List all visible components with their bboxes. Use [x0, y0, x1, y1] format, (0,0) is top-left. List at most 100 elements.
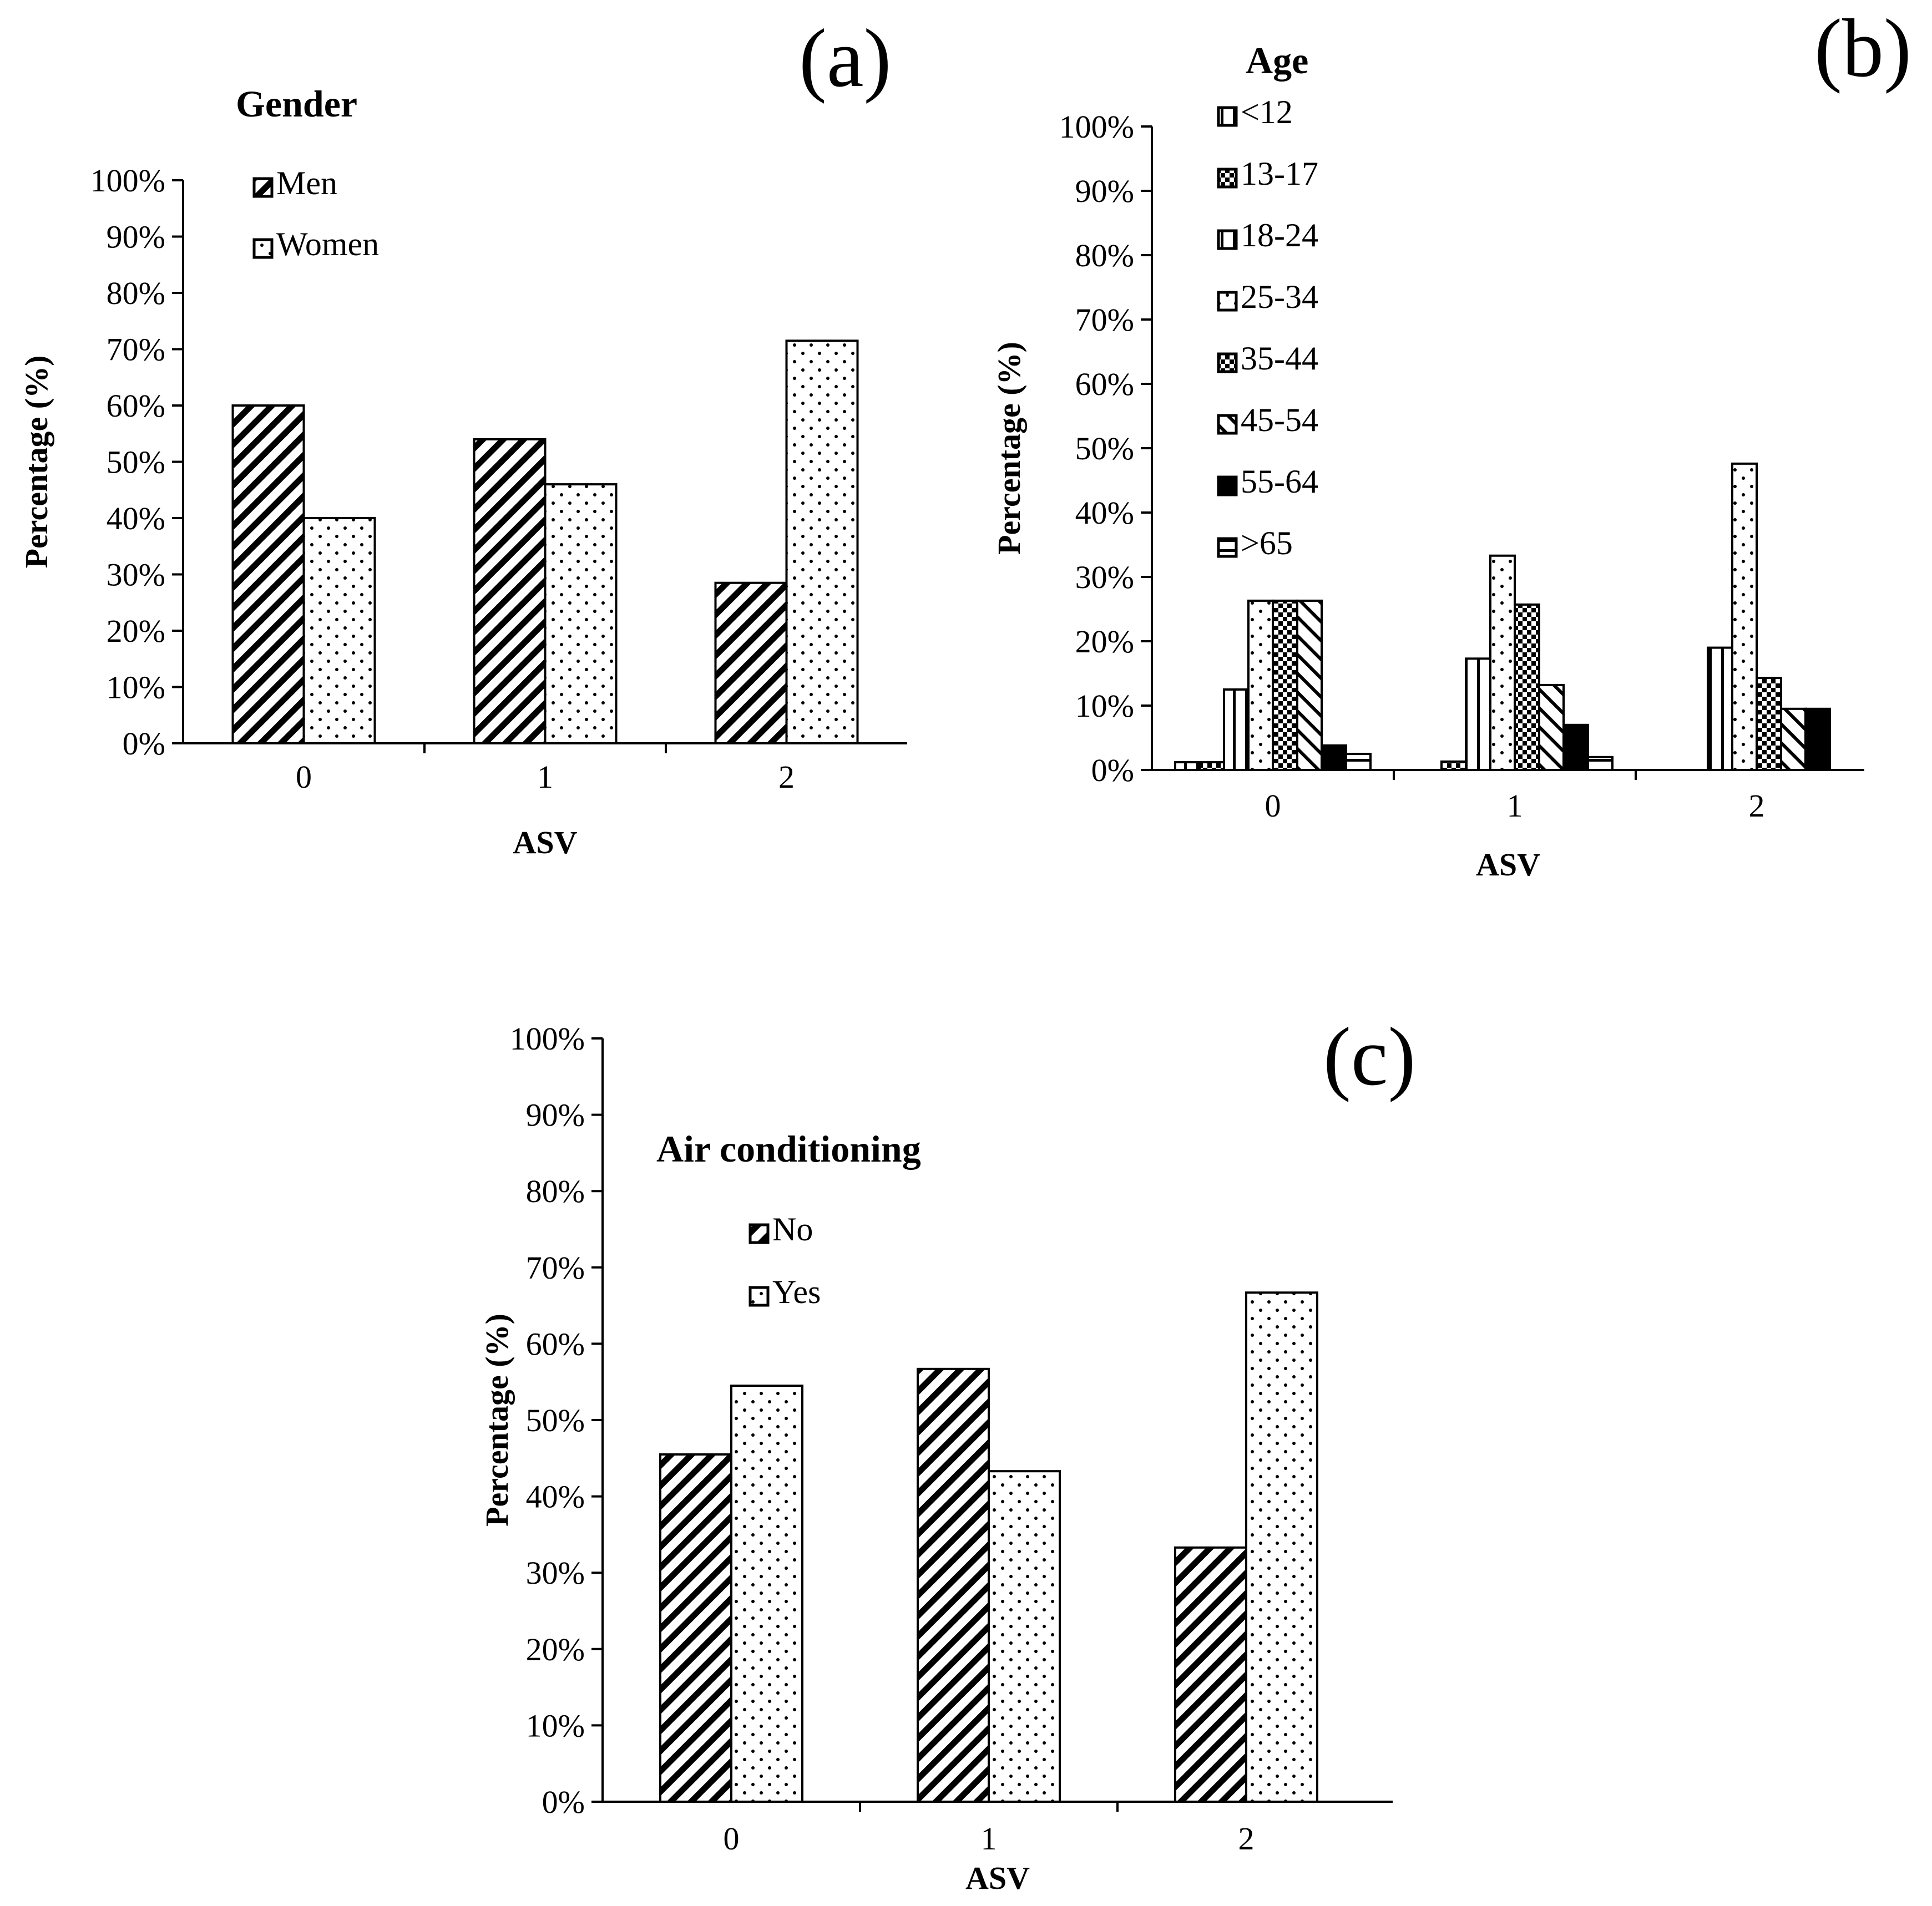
y-tick-label: 80% — [1075, 237, 1134, 273]
x-tick-label: 0 — [296, 759, 312, 795]
legend-label-women: Women — [276, 226, 379, 262]
bar-b-12-asv-0 — [1174, 761, 1201, 771]
x-axis-title: ASV — [1476, 846, 1540, 883]
y-tick-label: 0% — [542, 1784, 585, 1820]
bar-b-45-54-asv-0 — [1296, 599, 1323, 772]
bar-b-25-34-asv-0 — [1247, 599, 1274, 772]
bar-b-55-64-asv-2 — [1804, 707, 1831, 772]
x-axis-title: ASV — [965, 1860, 1030, 1896]
y-tick-label: 0% — [1091, 752, 1134, 788]
y-tick-label: 100% — [1059, 109, 1134, 145]
panel-label: (c) — [1323, 1011, 1415, 1103]
y-tick-label: 70% — [526, 1250, 585, 1286]
y-tick-label: 40% — [1075, 495, 1134, 531]
y-axis-title: Percentage (%) — [991, 342, 1027, 555]
legend-swatch-yes — [748, 1286, 770, 1307]
bar-b-55-64-asv-1 — [1562, 723, 1589, 772]
y-tick-label: 30% — [526, 1555, 585, 1591]
y-tick-label: 20% — [1075, 623, 1134, 660]
legend-swatch-women — [252, 238, 274, 259]
bar-a-women-asv-2 — [785, 339, 859, 744]
y-tick-label: 40% — [107, 500, 165, 536]
legend-swatch-35-44 — [1217, 352, 1238, 373]
y-tick-label: 70% — [107, 332, 165, 368]
panel-c: 0% 10% 20% 30% 40% 50% 60% 70% 80% 90% 100% 0 1 2 ASV P… — [479, 1011, 1415, 1896]
legend-swatch-65 — [1217, 537, 1238, 558]
x-tick-label: 1 — [981, 1821, 997, 1857]
bar-b-25-34-asv-2 — [1731, 462, 1758, 771]
y-tick-label: 10% — [526, 1707, 585, 1743]
legend-label-25-34: 25-34 — [1241, 278, 1318, 315]
y-tick-label: 30% — [107, 557, 165, 593]
bar-b-13-17-asv-0 — [1198, 761, 1225, 771]
bar-c-no-asv-2 — [1174, 1546, 1247, 1803]
y-tick-label: 100% — [510, 1021, 585, 1057]
bar-b-18-24-asv-2 — [1707, 646, 1733, 771]
bar-a-men-asv-2 — [714, 581, 788, 744]
legend-swatch-men — [252, 177, 274, 198]
y-tick-label: 90% — [1075, 173, 1134, 209]
bar-b-25-34-asv-1 — [1489, 554, 1516, 771]
bar-c-yes-asv-1 — [988, 1470, 1061, 1803]
legend-swatch-55-64 — [1217, 475, 1238, 496]
y-tick-label: 50% — [526, 1402, 585, 1438]
y-tick-label: 80% — [107, 275, 165, 311]
bar-c-no-asv-0 — [659, 1453, 732, 1803]
x-tick-label: 2 — [1749, 788, 1765, 824]
y-tick-label: 100% — [90, 163, 165, 199]
y-tick-label: 90% — [526, 1097, 585, 1133]
x-tick-label: 1 — [1507, 788, 1523, 824]
panel-label: (a) — [799, 12, 891, 104]
legend-swatch-18-24 — [1217, 229, 1238, 250]
legend-label-no: No — [772, 1211, 813, 1248]
bar-b-55-64-asv-0 — [1321, 744, 1347, 772]
chart-title: Age — [1246, 39, 1308, 82]
y-tick-label: 60% — [1075, 366, 1134, 402]
y-tick-label: 20% — [526, 1631, 585, 1667]
chart-title: Air conditioning — [656, 1128, 921, 1170]
legend-swatch-12 — [1217, 106, 1238, 127]
chart-title: Gender — [236, 83, 357, 125]
y-tick-label: 0% — [123, 726, 165, 762]
y-tick-label: 60% — [107, 388, 165, 424]
legend-label-45-54: 45-54 — [1241, 402, 1318, 438]
x-tick-label: 2 — [1238, 1821, 1255, 1857]
x-tick-label: 0 — [724, 1821, 740, 1857]
y-tick-label: 50% — [107, 444, 165, 480]
y-tick-label: 10% — [1075, 688, 1134, 724]
legend-label-65: >65 — [1241, 525, 1293, 561]
bar-c-yes-asv-0 — [730, 1385, 803, 1803]
bar-a-men-asv-1 — [473, 438, 547, 744]
bar-b-35-44-asv-0 — [1272, 599, 1298, 772]
bar-b-13-17-asv-1 — [1440, 760, 1467, 772]
y-tick-label: 90% — [107, 219, 165, 255]
x-tick-label: 1 — [537, 759, 553, 795]
bar-b-45-54-asv-1 — [1538, 683, 1565, 771]
x-tick-label: 0 — [1265, 788, 1281, 824]
bar-b-18-24-asv-1 — [1465, 657, 1491, 771]
panel-label: (b) — [1814, 2, 1911, 94]
legend-label-55-64: 55-64 — [1241, 463, 1318, 500]
x-tick-label: 2 — [778, 759, 795, 795]
bar-a-women-asv-1 — [544, 483, 618, 744]
legend-label-13-17: 13-17 — [1241, 155, 1318, 192]
y-tick-label: 40% — [526, 1479, 585, 1515]
y-axis-title: Percentage (%) — [18, 356, 54, 569]
panel-a: 0% 10% 20% 30% 40% 50% 60% 70% 80% 90% 100% 0 1 2 ASV P… — [18, 12, 907, 860]
legend-label-12: <12 — [1241, 94, 1293, 130]
y-tick-label: 60% — [526, 1326, 585, 1362]
y-tick-label: 10% — [107, 670, 165, 706]
x-axis-title: ASV — [513, 824, 577, 860]
legend-label-yes: Yes — [772, 1274, 821, 1310]
y-tick-label: 20% — [107, 613, 165, 649]
bar-c-yes-asv-2 — [1245, 1291, 1318, 1803]
bar-c-no-asv-1 — [917, 1367, 990, 1803]
y-tick-label: 70% — [1075, 302, 1134, 338]
bar-b-65-asv-0 — [1345, 753, 1372, 771]
legend-swatch-45-54 — [1217, 414, 1238, 435]
y-tick-label: 80% — [526, 1173, 585, 1209]
legend-label-men: Men — [276, 165, 337, 201]
bar-a-men-asv-0 — [231, 404, 305, 744]
y-axis-title: Percentage (%) — [479, 1314, 515, 1527]
